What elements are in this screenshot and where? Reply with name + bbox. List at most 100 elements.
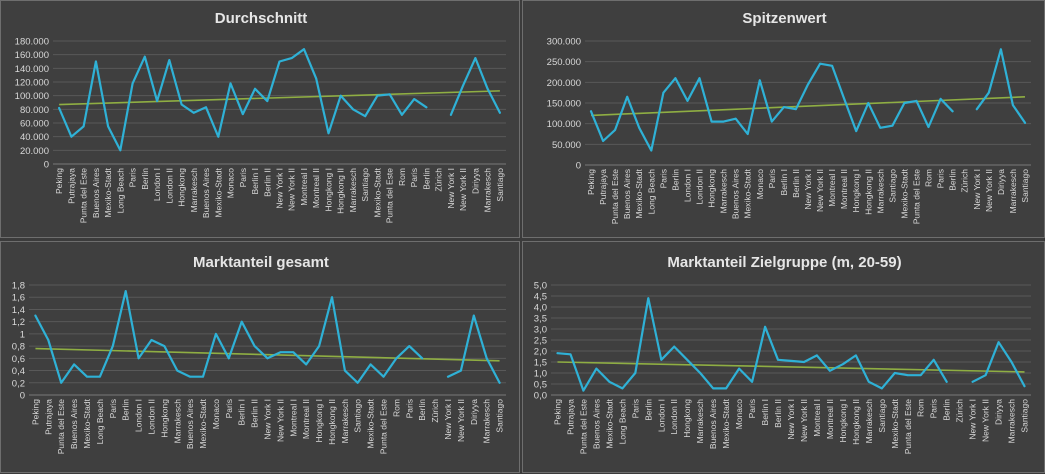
data-point <box>880 387 883 390</box>
chart-marktanteil-zielgruppe: Marktanteil Zielgruppe (m, 20-59)0,00,51… <box>534 254 1031 454</box>
data-point <box>751 380 753 383</box>
x-tick-label: New York I <box>972 169 982 210</box>
x-tick-label: Hongkong II <box>863 169 873 215</box>
data-point <box>421 357 424 360</box>
data-point <box>143 55 146 58</box>
data-point <box>73 363 76 366</box>
data-point <box>710 120 713 123</box>
data-point <box>582 389 585 392</box>
x-tick-label: Montreal I <box>288 399 298 437</box>
data-point <box>266 100 269 103</box>
trendline <box>590 96 1026 117</box>
x-tick-label: Monaco <box>211 399 221 430</box>
data-point <box>819 62 821 65</box>
data-point <box>94 60 97 63</box>
x-tick-label: Paris <box>767 169 777 188</box>
data-point <box>999 48 1002 51</box>
x-tick-label: Diriyya <box>470 168 480 194</box>
x-tick-label: Buenos Aires <box>591 399 601 449</box>
data-point <box>131 82 134 85</box>
series-line-segment <box>449 56 501 116</box>
data-point <box>401 113 403 116</box>
x-tick-label: Mexiko-Stadt <box>743 168 753 218</box>
x-tick-label: Berlin II <box>791 169 801 198</box>
data-point <box>686 100 689 102</box>
data-point <box>725 387 728 390</box>
x-tick-label: Mexiko-Stadt <box>213 167 223 217</box>
y-tick-label: 4,0 <box>534 303 547 314</box>
data-point <box>34 314 37 317</box>
x-tick-label: Punta del Este <box>911 169 921 225</box>
data-point <box>903 102 906 104</box>
x-tick-label: Berlin I <box>237 399 247 425</box>
x-tick-label: Santiago <box>887 169 897 203</box>
x-tick-label: Buenos Aires <box>201 168 211 218</box>
data-point <box>919 374 922 377</box>
y-tick-label: 160.000 <box>15 50 49 61</box>
chart-title: Marktanteil Zielgruppe (m, 20-59) <box>667 254 901 271</box>
data-point <box>163 345 166 348</box>
data-point <box>356 381 359 384</box>
data-point <box>595 367 598 370</box>
x-tick-label: Santiago <box>877 399 887 433</box>
y-tick-label: 5,0 <box>534 281 547 292</box>
data-point <box>240 320 243 323</box>
data-point <box>660 358 663 361</box>
x-tick-label: Long Beach <box>95 399 105 445</box>
x-tick-label: Montreal II <box>301 399 311 439</box>
data-point <box>369 363 372 366</box>
trendline <box>59 90 500 106</box>
data-point <box>339 94 342 97</box>
x-tick-label: Marrakesch <box>482 399 492 444</box>
data-point <box>855 130 858 133</box>
data-point <box>241 113 244 116</box>
data-point <box>315 77 318 80</box>
data-point <box>364 115 367 118</box>
data-point <box>472 314 475 317</box>
x-tick-label: London I <box>134 399 144 432</box>
data-point <box>602 140 604 142</box>
y-tick-label: 0 <box>44 160 49 171</box>
x-tick-label: New York II <box>287 168 297 211</box>
x-tick-label: Buenos Aires <box>69 399 79 449</box>
x-tick-label: Berlin <box>121 399 131 421</box>
data-point <box>997 341 1000 344</box>
x-tick-label: Berlin II <box>250 399 260 428</box>
y-tick-label: 2,0 <box>534 347 547 358</box>
y-tick-label: 60.000 <box>20 119 49 130</box>
data-point <box>614 128 617 131</box>
data-point <box>254 87 256 90</box>
series-line-segment <box>971 341 1026 388</box>
x-tick-label: Hongkong II <box>336 168 346 214</box>
x-tick-label: Buenos Aires <box>622 169 632 219</box>
data-point <box>770 120 773 123</box>
data-point <box>303 48 305 51</box>
x-tick-label: London I <box>682 169 692 202</box>
x-tick-label: Mexiko-Stadt <box>372 167 382 217</box>
data-point <box>292 351 295 354</box>
y-tick-label: 300.000 <box>547 37 581 48</box>
x-tick-label: London II <box>669 399 679 434</box>
x-tick-label: Berlin <box>421 168 431 190</box>
data-point <box>807 83 809 86</box>
x-tick-label: Berlin II <box>262 168 272 197</box>
chart-panel-marktanteil-zielgruppe: Marktanteil Zielgruppe (m, 20-59) 0,0 0,5 1… <box>522 241 1045 473</box>
x-tick-label: Putrajaya <box>598 169 608 205</box>
data-point <box>450 113 452 116</box>
x-tick-label: London II <box>146 399 156 434</box>
x-tick-label: London II <box>695 169 705 204</box>
data-point <box>795 108 797 111</box>
data-point <box>352 108 354 111</box>
data-point <box>119 149 122 152</box>
x-tick-label: Berlin <box>948 169 958 191</box>
y-tick-label: 2,5 <box>534 336 547 347</box>
data-point <box>86 375 88 378</box>
data-point <box>722 120 725 123</box>
data-point <box>318 345 320 348</box>
y-tick-label: 0,2 <box>12 378 25 389</box>
x-tick-label: Hongkong I <box>323 168 333 211</box>
data-point <box>1010 361 1013 363</box>
data-point <box>698 77 701 80</box>
x-tick-label: Monaco <box>226 168 236 199</box>
data-point <box>843 97 846 100</box>
